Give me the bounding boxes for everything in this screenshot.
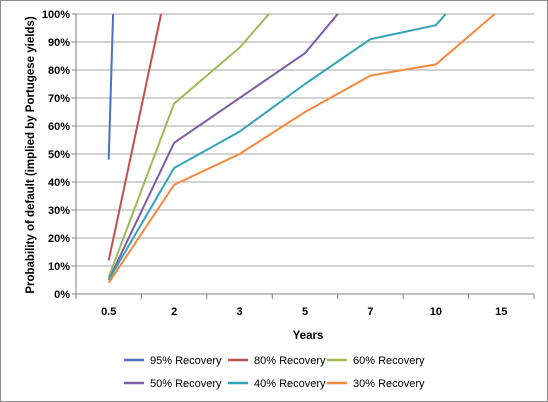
y-tick-labels: 0% 10% 20% 30% 40% 50% 60% 70% 80% 90% 100% xyxy=(42,9,70,301)
y-tick-label: 80% xyxy=(48,65,70,77)
y-tick-label: 50% xyxy=(48,149,70,161)
legend-label: 60% Recovery xyxy=(353,355,425,367)
legend: 95% Recovery 80% Recovery 60% Recovery 50% … xyxy=(124,355,425,390)
axes xyxy=(75,14,535,299)
y-tick-label: 60% xyxy=(48,121,70,133)
x-tick-label: 3 xyxy=(237,306,243,318)
legend-label: 50% Recovery xyxy=(150,378,222,390)
y-tick-label: 70% xyxy=(48,93,70,105)
y-tick-label: 40% xyxy=(48,177,70,189)
legend-label: 30% Recovery xyxy=(353,378,425,390)
legend-label: 95% Recovery xyxy=(150,355,222,367)
y-tick-label: 100% xyxy=(42,9,70,21)
gridlines xyxy=(72,13,534,295)
x-tick-label: 5 xyxy=(302,306,308,318)
x-tick-label: 10 xyxy=(430,306,442,318)
series-line xyxy=(107,13,447,281)
x-tick-label: 2 xyxy=(171,306,177,318)
y-tick-label: 0% xyxy=(54,289,70,301)
x-tick-labels: 0.5 2 3 5 7 10 15 xyxy=(101,306,507,318)
series-line xyxy=(107,13,496,284)
series-lines xyxy=(107,13,496,284)
y-tick-label: 20% xyxy=(48,233,70,245)
series-line xyxy=(107,13,163,261)
x-tick-label: 7 xyxy=(367,306,373,318)
x-axis-title: Years xyxy=(293,330,324,342)
y-tick-label: 10% xyxy=(48,261,70,273)
y-axis-title: Probability of default (implied by Portu… xyxy=(25,16,37,293)
series-line xyxy=(107,13,270,278)
legend-label: 40% Recovery xyxy=(254,378,326,390)
x-tick-label: 15 xyxy=(495,306,507,318)
x-tick-label: 0.5 xyxy=(101,306,116,318)
legend-label: 80% Recovery xyxy=(254,355,326,367)
y-tick-label: 30% xyxy=(48,205,70,217)
y-tick-label: 90% xyxy=(48,37,70,49)
series-line xyxy=(107,13,115,160)
series-line xyxy=(107,13,339,281)
